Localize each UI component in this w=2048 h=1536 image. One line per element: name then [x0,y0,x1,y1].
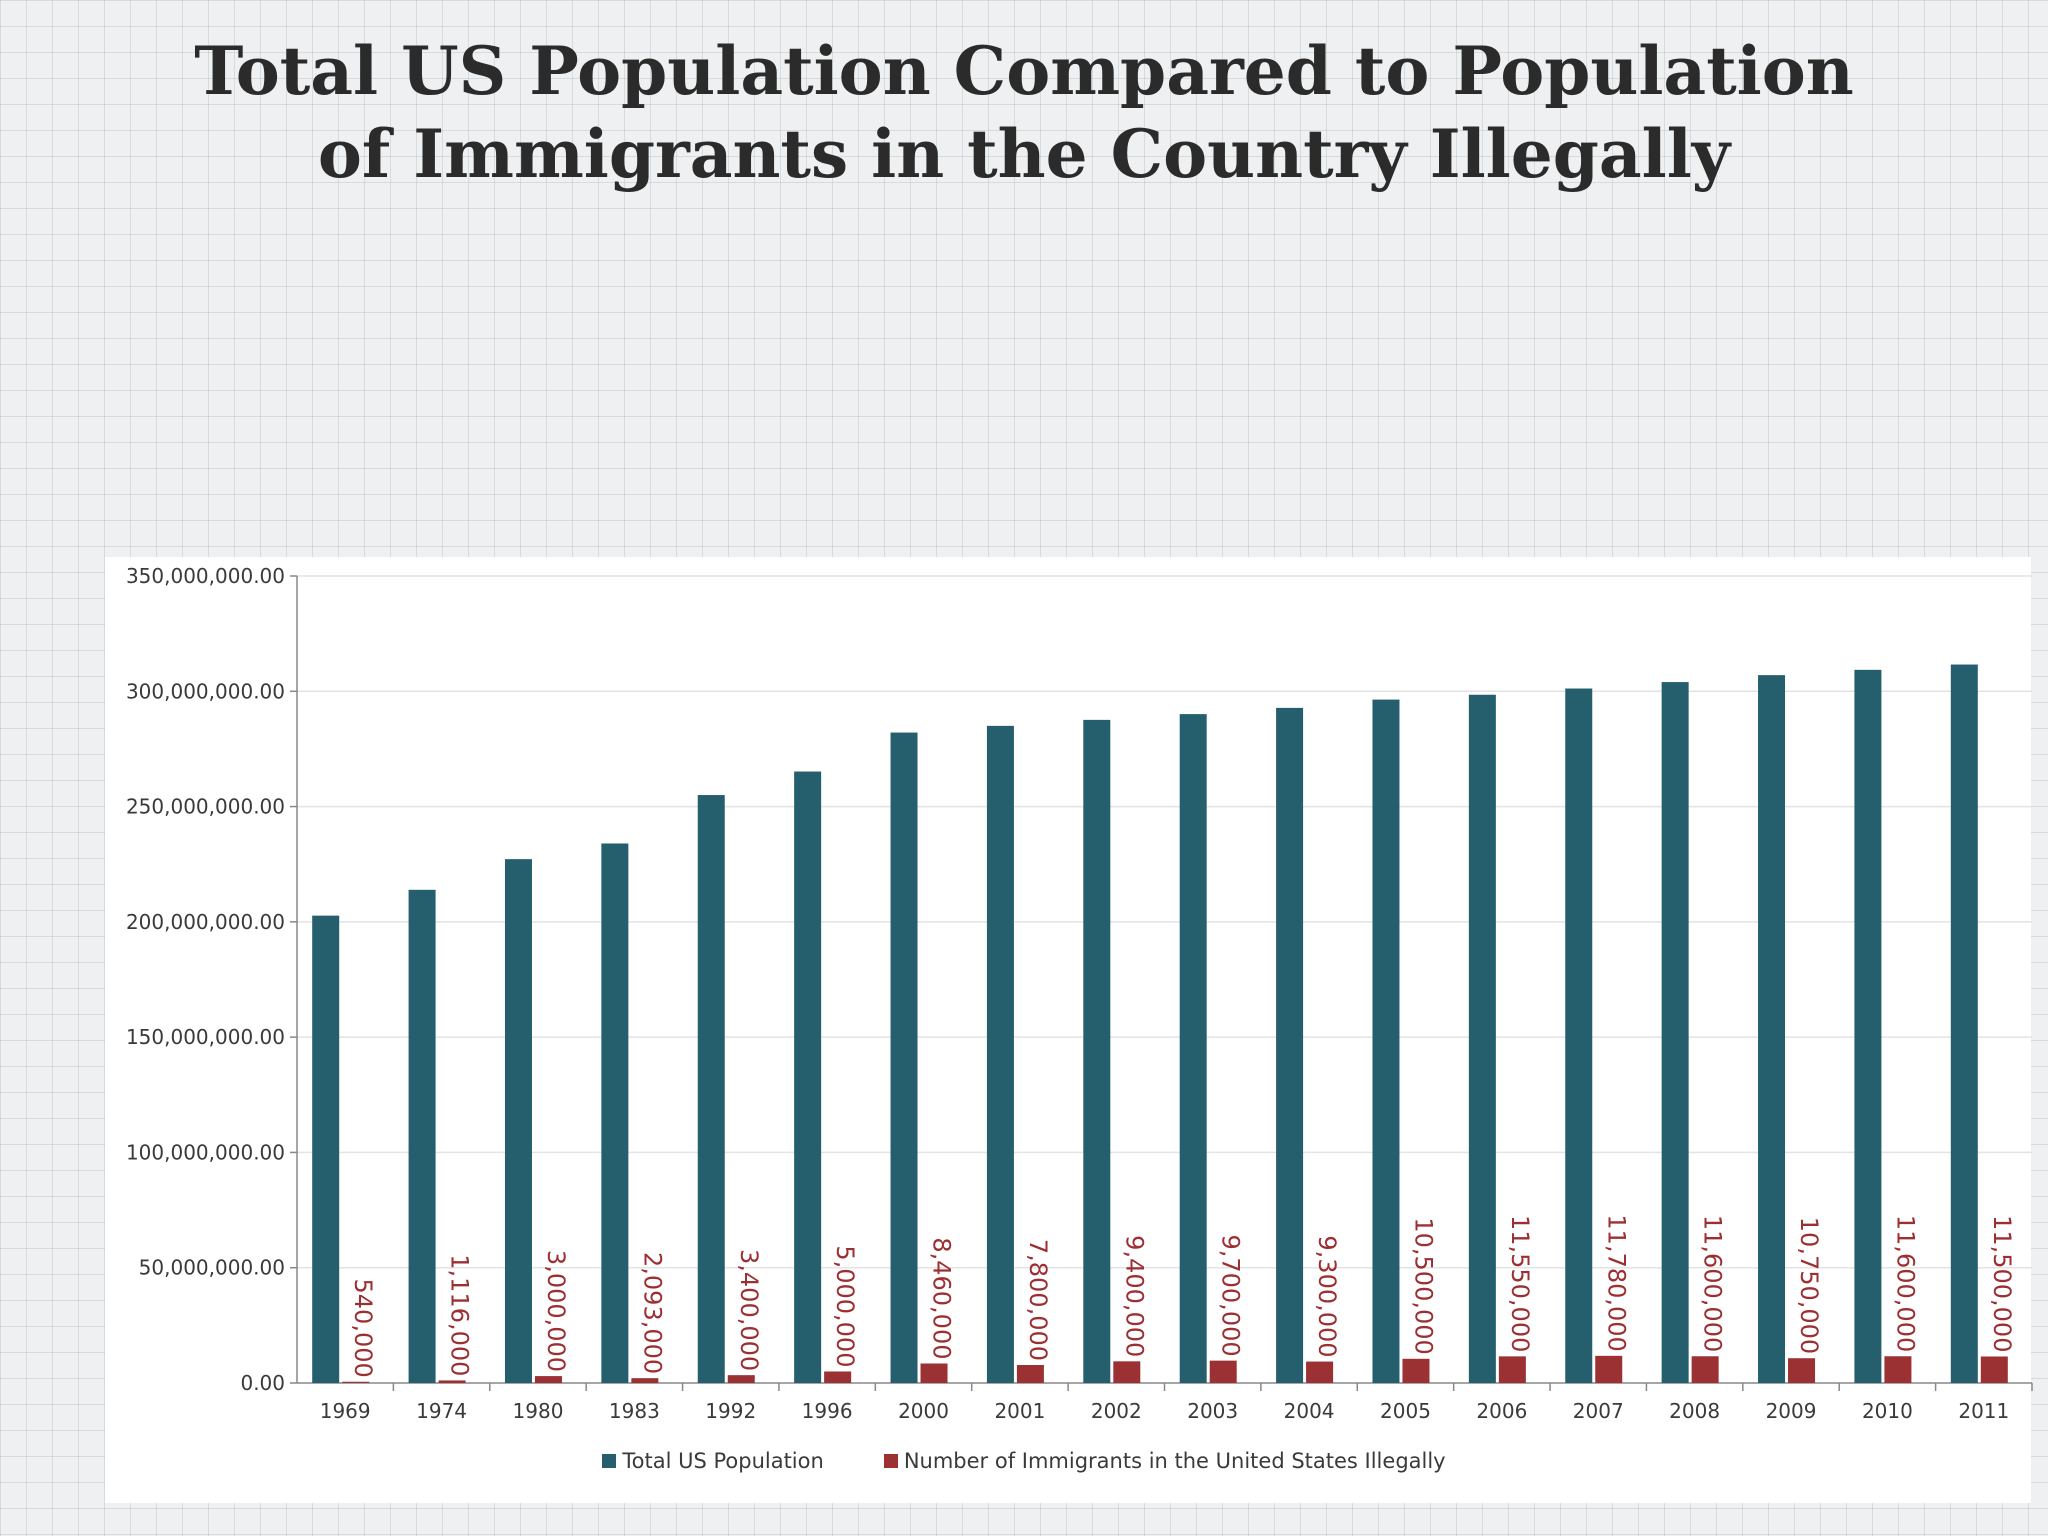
x-tick-label: 2005 [1380,1399,1431,1423]
x-tick-label: 2006 [1476,1399,1527,1423]
slide-title: Total US Population Compared to Populati… [0,30,2048,196]
x-tick-label: 2011 [1958,1399,2009,1423]
data-label-immigrants-2004: 9,300,000 [1313,1235,1341,1357]
bar-total-2009 [1758,675,1786,1383]
bar-total-1974 [408,889,436,1383]
gridlines [297,575,2032,1269]
x-tick-label: 2003 [1187,1399,1238,1423]
bar-immigrants-1983 [631,1378,659,1383]
data-label-immigrants-2007: 11,780,000 [1602,1214,1630,1351]
bar-total-1996 [794,771,822,1383]
y-tick-label: 300,000,000.00 [126,679,285,703]
bar-immigrants-1969 [342,1381,370,1383]
bar-immigrants-1980 [534,1376,562,1383]
x-tick-label: 1983 [609,1399,660,1423]
axes [290,575,2033,1391]
data-label-immigrants-2006: 11,550,000 [1506,1215,1534,1352]
bar-total-2003 [1179,714,1207,1383]
x-tick-label: 2004 [1284,1399,1335,1423]
bar-total-2010 [1854,669,1882,1383]
x-tick-label: 2002 [1091,1399,1142,1423]
slide-title-line-2: of Immigrants in the Country Illegally [317,115,1731,193]
bar-immigrants-1992 [727,1375,755,1383]
x-tick-label: 1992 [705,1399,756,1423]
bar-immigrants-2002 [1113,1361,1141,1383]
data-label-immigrants-2003: 9,700,000 [1217,1234,1245,1356]
y-tick-label: 200,000,000.00 [126,910,285,934]
bar-total-2006 [1468,694,1496,1383]
bar-total-2008 [1661,682,1689,1383]
bar-immigrants-2001 [1016,1365,1044,1383]
data-label-immigrants-1992: 3,400,000 [735,1249,763,1371]
bar-immigrants-2007 [1595,1355,1623,1383]
data-label-immigrants-1969: 540,000 [349,1279,377,1378]
x-tick-label: 2010 [1862,1399,1913,1423]
bar-total-2007 [1565,688,1593,1383]
bar-total-2000 [890,732,918,1383]
bar-total-1983 [601,843,629,1383]
bar-total-2002 [1083,719,1111,1383]
bar-total-2011 [1950,664,1978,1383]
bar-immigrants-2006 [1498,1356,1526,1383]
data-label-immigrants-2011: 11,500,000 [1988,1215,2016,1352]
x-tick-label: 1974 [416,1399,467,1423]
x-tick-label: 2009 [1766,1399,1817,1423]
data-label-immigrants-2005: 10,500,000 [1409,1217,1437,1354]
data-label-immigrants-1980: 3,000,000 [542,1250,570,1372]
y-tick-label: 250,000,000.00 [126,795,285,819]
x-tick-label: 1980 [513,1399,564,1423]
data-label-immigrants-2002: 9,400,000 [1120,1235,1148,1357]
bar-total-1992 [697,795,725,1383]
bar-total-1980 [504,859,532,1383]
x-tick-label: 1996 [802,1399,853,1423]
y-tick-label: 100,000,000.00 [126,1140,285,1164]
bar-total-2001 [986,725,1014,1383]
x-tick-label: 2001 [994,1399,1045,1423]
bar-total-2005 [1372,699,1400,1383]
legend-item-total: Total US Population [602,1449,824,1473]
legend-label-immigrants: Number of Immigrants in the United State… [903,1449,1446,1473]
bar-immigrants-2011 [1980,1356,2008,1383]
legend-item-immigrants: Number of Immigrants in the United State… [883,1449,1446,1473]
bar-immigrants-1974 [438,1380,466,1383]
bar-immigrants-1996 [824,1371,852,1383]
x-tick-label: 2007 [1573,1399,1624,1423]
chart-legend: Total US Population Number of Immigrants… [0,1449,2048,1473]
bar-immigrants-2000 [920,1363,948,1383]
bar-total-2004 [1276,707,1304,1383]
bar-total-1969 [312,915,340,1383]
data-label-immigrants-2008: 11,600,000 [1699,1215,1727,1352]
data-label-immigrants-1996: 5,000,000 [831,1245,859,1367]
data-label-immigrants-1983: 2,093,000 [638,1252,666,1374]
data-label-immigrants-2000: 8,460,000 [928,1237,956,1359]
labels: 0.00 50,000,000.00 100,000,000.00 150,000,0… [126,564,2016,1423]
legend-swatch-total [602,1454,617,1468]
bar-immigrants-2008 [1691,1356,1719,1383]
legend-swatch-immigrants [883,1454,898,1468]
y-tick-label: 350,000,000.00 [126,564,285,588]
data-label-immigrants-1974: 1,116,000 [446,1254,474,1376]
bars [312,664,2008,1383]
data-label-immigrants-2009: 10,750,000 [1795,1217,1823,1354]
bar-immigrants-2005 [1402,1358,1430,1383]
y-tick-label: 150,000,000.00 [126,1025,285,1049]
x-tick-label: 1969 [320,1399,371,1423]
y-tick-label: 50,000,000.00 [139,1256,285,1280]
bar-immigrants-2003 [1209,1360,1237,1383]
slide-title-line-1: Total US Population Compared to Populati… [194,32,1854,110]
bar-immigrants-2004 [1306,1361,1334,1383]
y-tick-label: 0.00 [240,1371,285,1395]
data-label-immigrants-2010: 11,600,000 [1891,1215,1919,1352]
x-tick-label: 2008 [1669,1399,1720,1423]
data-label-immigrants-2001: 7,800,000 [1024,1239,1052,1361]
bar-immigrants-2010 [1884,1356,1912,1383]
bar-immigrants-2009 [1788,1358,1816,1383]
legend-label-total: Total US Population [622,1449,824,1473]
x-tick-label: 2000 [898,1399,949,1423]
